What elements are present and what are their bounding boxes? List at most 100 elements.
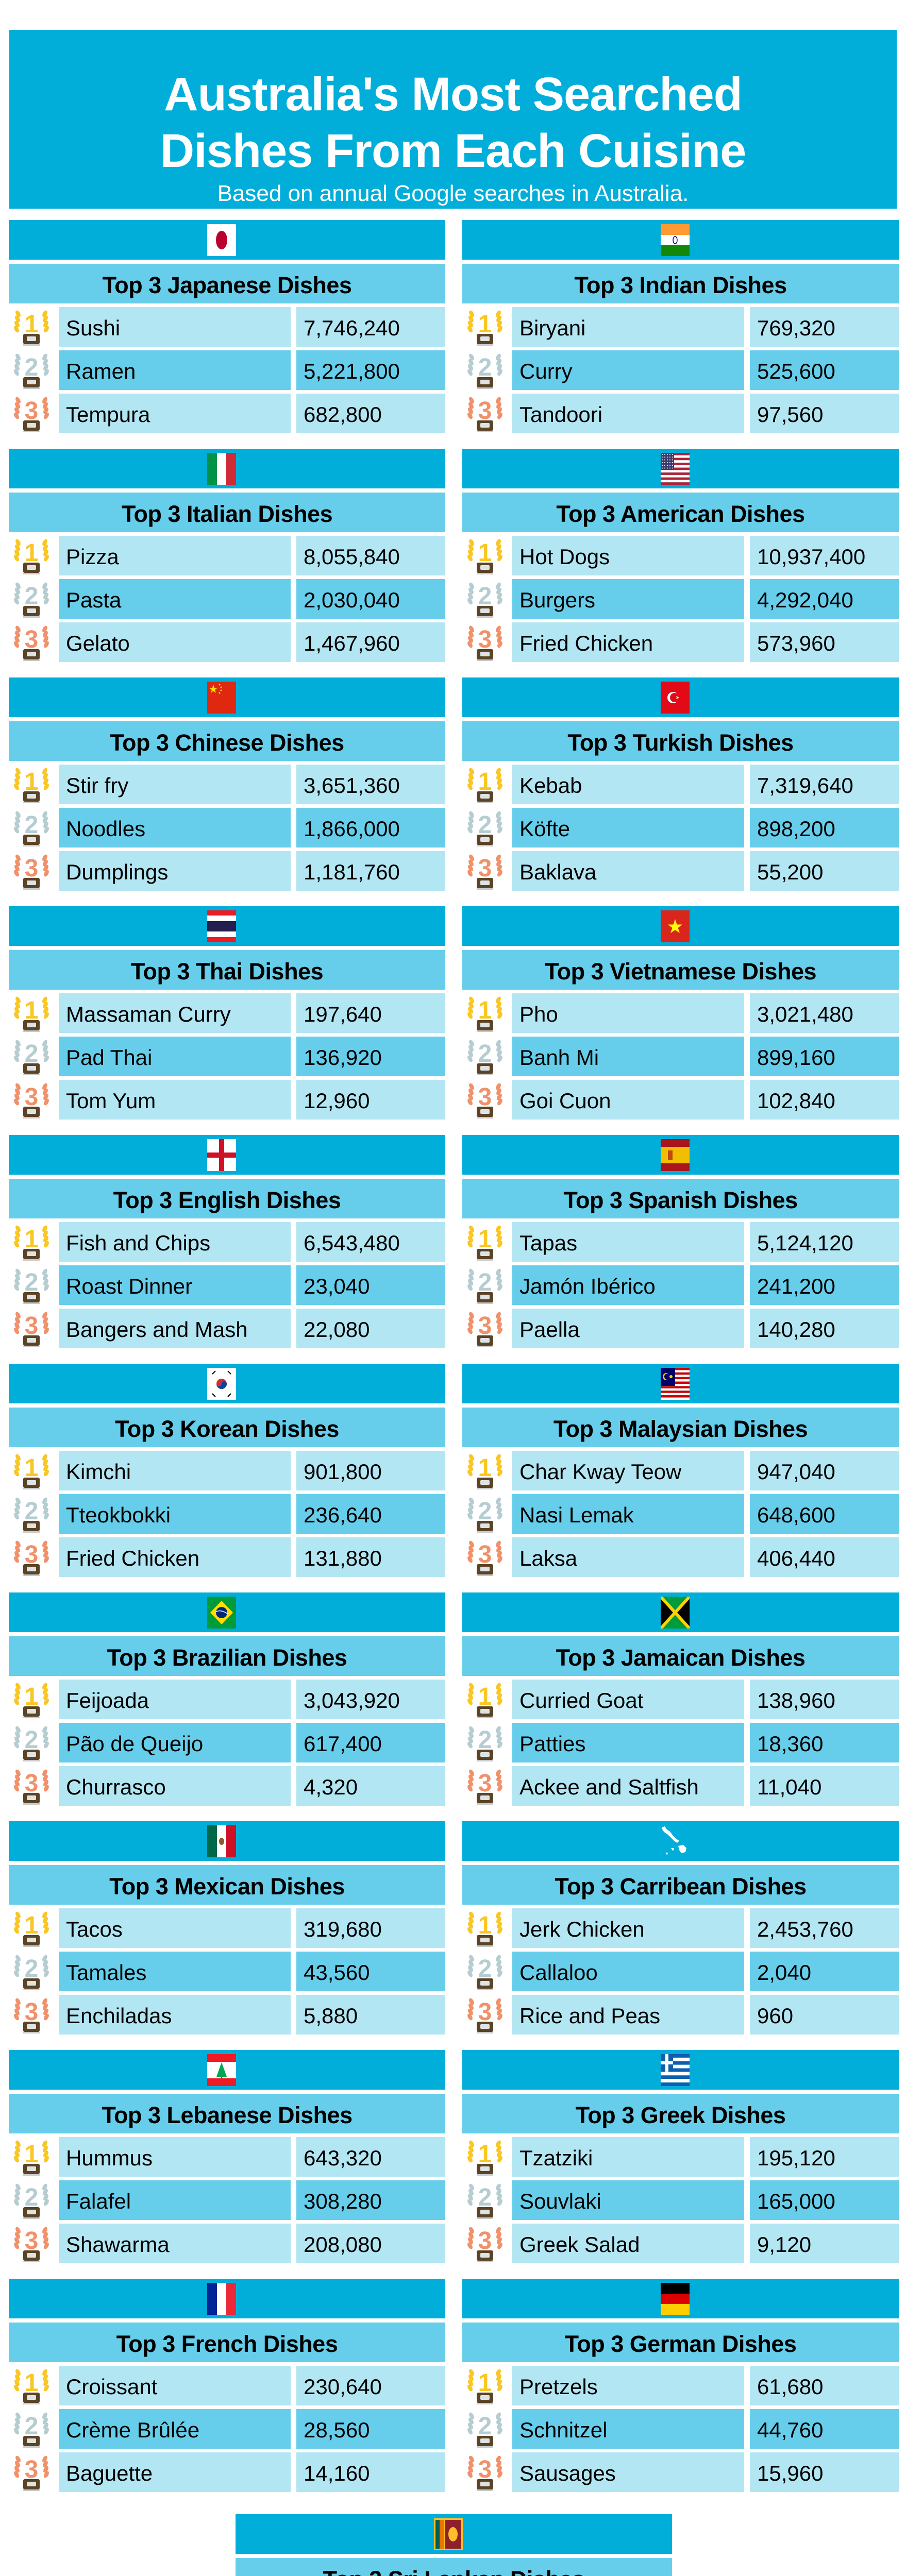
dish-row: 2 Noodles 1,866,000 — [9, 808, 445, 848]
cuisine-heading: Top 3 Malaysian Dishes — [462, 1408, 899, 1447]
dish-row: 2 Pad Thai 136,920 — [9, 1037, 445, 1076]
india-flag-icon — [661, 224, 690, 256]
svg-text:1: 1 — [478, 2141, 492, 2168]
cuisine-card: Top 3 Malaysian Dishes 1 Char Kway Teow … — [462, 1364, 899, 1577]
cuisine-card: Top 3 Carribean Dishes 1 Jerk Chicken 2,… — [462, 1821, 899, 2035]
dish-name: Stir fry — [59, 765, 291, 804]
svg-text:1: 1 — [478, 1683, 492, 1710]
svg-text:3: 3 — [478, 626, 492, 653]
dish-name: Curried Goat — [512, 1680, 744, 1719]
dish-row: 1 Pretzels 61,680 — [462, 2366, 899, 2405]
silver-trophy-2-icon: 2 — [11, 1267, 52, 1304]
dish-name: Pretzels — [512, 2366, 744, 2405]
cuisine-heading: Top 3 Indian Dishes — [462, 264, 899, 303]
gold-trophy-1-icon: 1 — [11, 995, 52, 1032]
svg-text:1: 1 — [25, 1912, 39, 1939]
flag-band — [9, 906, 445, 946]
dish-row: 3 Tempura 682,800 — [9, 394, 445, 433]
dish-name: Goi Cuon — [512, 1080, 744, 1120]
dish-name: Tom Yum — [59, 1080, 291, 1120]
dish-searches: 236,640 — [296, 1494, 445, 1534]
dish-row: 2 Tteokbokki 236,640 — [9, 1494, 445, 1534]
gold-trophy-1-icon: 1 — [11, 1452, 52, 1489]
svg-text:1: 1 — [25, 1683, 39, 1710]
svg-text:2: 2 — [25, 1498, 39, 1525]
dish-row: 3 Fried Chicken 131,880 — [9, 1537, 445, 1577]
dish-searches: 5,124,120 — [750, 1222, 899, 1262]
dish-row: 3 Goi Cuon 102,840 — [462, 1080, 899, 1120]
flag-band — [9, 2050, 445, 2090]
dish-name: Patties — [512, 1723, 744, 1762]
bronze-trophy-3-icon: 3 — [464, 1081, 506, 1118]
dish-name: Biryani — [512, 307, 744, 347]
dish-name: Tteokbokki — [59, 1494, 291, 1534]
cuisine-heading: Top 3 German Dishes — [462, 2323, 899, 2362]
spain-flag-icon — [661, 1139, 690, 1171]
dish-row: 1 Biryani 769,320 — [462, 307, 899, 347]
silver-trophy-2-icon: 2 — [11, 581, 52, 618]
dish-row: 1 Massaman Curry 197,640 — [9, 993, 445, 1033]
dish-row: 1 Stir fry 3,651,360 — [9, 765, 445, 804]
svg-text:1: 1 — [478, 1226, 492, 1253]
cuisine-card: Top 3 Mexican Dishes 1 Tacos 319,680 2 T… — [9, 1821, 445, 2035]
cuisine-heading: Top 3 Jamaican Dishes — [462, 1636, 899, 1676]
svg-text:3: 3 — [478, 855, 492, 882]
dish-row: 1 Kebab 7,319,640 — [462, 765, 899, 804]
dish-row: 1 Curried Goat 138,960 — [462, 1680, 899, 1719]
svg-text:2: 2 — [25, 1040, 39, 1067]
dish-row: 2 Schnitzel 44,760 — [462, 2409, 899, 2449]
dish-searches: 573,960 — [750, 622, 899, 662]
gold-trophy-1-icon: 1 — [11, 1910, 52, 1947]
dish-searches: 319,680 — [296, 1908, 445, 1948]
dish-searches: 241,200 — [750, 1265, 899, 1305]
svg-text:2: 2 — [478, 1955, 492, 1982]
dish-row: 2 Callaloo 2,040 — [462, 1952, 899, 1991]
dish-searches: 5,221,800 — [296, 350, 445, 390]
dish-row: 1 Jerk Chicken 2,453,760 — [462, 1908, 899, 1948]
svg-text:2: 2 — [25, 354, 39, 381]
flag-band — [9, 1364, 445, 1403]
dish-name: Schnitzel — [512, 2409, 744, 2449]
gold-trophy-1-icon: 1 — [11, 1681, 52, 1718]
dish-row: 1 Pizza 8,055,840 — [9, 536, 445, 575]
flag-band — [462, 1135, 899, 1175]
gold-trophy-1-icon: 1 — [464, 1910, 506, 1947]
dish-searches: 15,960 — [750, 2452, 899, 2492]
cuisine-heading: Top 3 Greek Dishes — [462, 2094, 899, 2133]
dish-row: 2 Patties 18,360 — [462, 1723, 899, 1762]
dish-name: Bangers and Mash — [59, 1309, 291, 1348]
dish-row: 1 Sushi 7,746,240 — [9, 307, 445, 347]
cuisine-card: Top 3 Vietnamese Dishes 1 Pho 3,021,480 … — [462, 906, 899, 1120]
dish-searches: 6,543,480 — [296, 1222, 445, 1262]
cuisine-card: Top 3 Japanese Dishes 1 Sushi 7,746,240 … — [9, 220, 445, 433]
flag-band — [462, 449, 899, 488]
dish-searches: 23,040 — [296, 1265, 445, 1305]
silver-trophy-2-icon: 2 — [11, 1038, 52, 1075]
mexico-flag-icon — [207, 1825, 236, 1857]
page-title-line-1: Australia's Most Searched — [164, 68, 743, 121]
silver-trophy-2-icon: 2 — [11, 809, 52, 846]
flag-band — [9, 2279, 445, 2318]
dish-name: Laksa — [512, 1537, 744, 1577]
dish-name: Pizza — [59, 536, 291, 575]
dish-searches: 901,800 — [296, 1451, 445, 1490]
dish-searches: 4,292,040 — [750, 579, 899, 619]
dish-row: 3 Greek Salad 9,120 — [462, 2224, 899, 2263]
germany-flag-icon — [661, 2283, 690, 2315]
cuisine-heading: Top 3 Korean Dishes — [9, 1408, 445, 1447]
gold-trophy-1-icon: 1 — [464, 537, 506, 574]
cuisine-card: Top 3 Turkish Dishes 1 Kebab 7,319,640 2… — [462, 677, 899, 891]
gold-trophy-1-icon: 1 — [464, 2367, 506, 2404]
cuisine-heading: Top 3 Chinese Dishes — [9, 721, 445, 761]
dish-name: Falafel — [59, 2180, 291, 2220]
bronze-trophy-3-icon: 3 — [464, 2225, 506, 2262]
dish-name: Ramen — [59, 350, 291, 390]
dish-row: 2 Pasta 2,030,040 — [9, 579, 445, 619]
turkey-flag-icon — [661, 682, 690, 714]
dish-row: 3 Enchiladas 5,880 — [9, 1995, 445, 2035]
dish-searches: 230,640 — [296, 2366, 445, 2405]
dish-searches: 9,120 — [750, 2224, 899, 2263]
dish-name: Feijoada — [59, 1680, 291, 1719]
dish-row: 1 Tacos 319,680 — [9, 1908, 445, 1948]
flag-band — [9, 1592, 445, 1632]
